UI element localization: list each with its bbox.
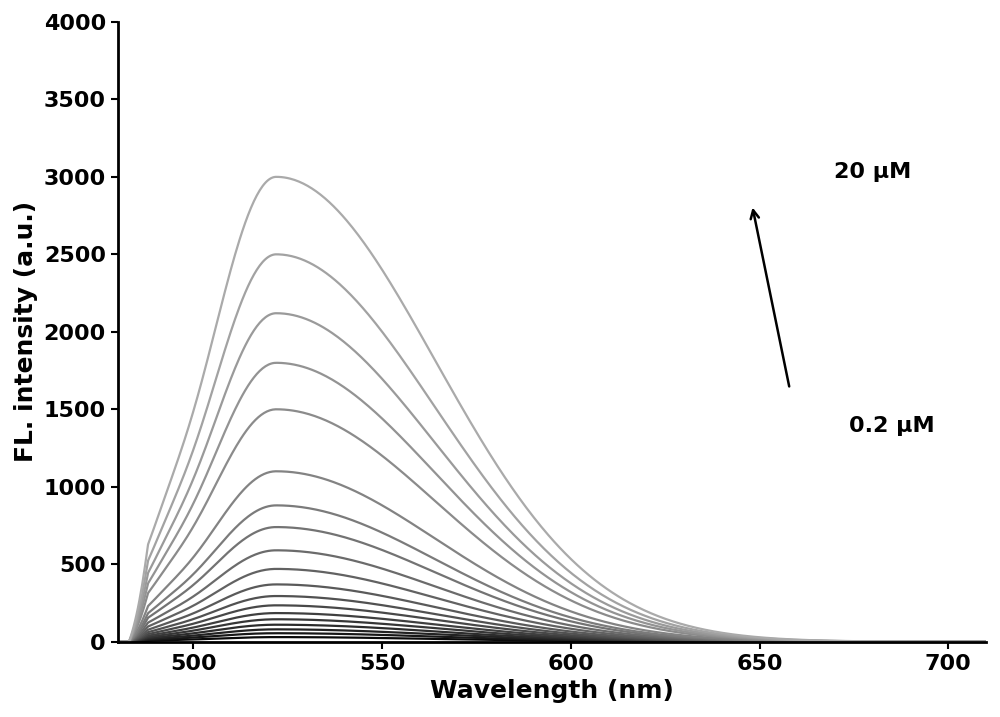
Y-axis label: FL. intensity (a.u.): FL. intensity (a.u.) bbox=[14, 201, 38, 462]
Text: 20 μM: 20 μM bbox=[834, 161, 911, 181]
X-axis label: Wavelength (nm): Wavelength (nm) bbox=[430, 679, 674, 703]
Text: 0.2 μM: 0.2 μM bbox=[849, 415, 935, 435]
